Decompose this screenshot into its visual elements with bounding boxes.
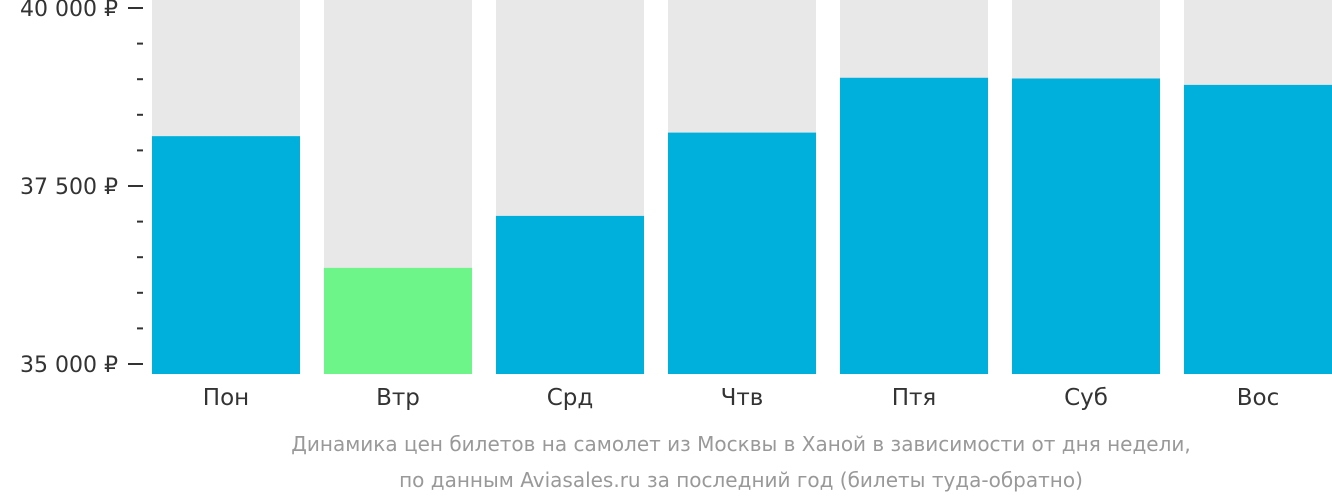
y-axis: 35 000 ₽ 37 500 ₽ 40 000 ₽ <box>20 0 143 378</box>
bar-5[interactable] <box>840 77 988 374</box>
bar-6[interactable] <box>1012 78 1160 374</box>
x-tick-label-4: Чтв <box>721 385 764 411</box>
x-tick-label-3: Срд <box>547 385 594 411</box>
bar-chart: 35 000 ₽ 37 500 ₽ 40 000 ₽ Пон Втр Срд Чтв Птя… <box>20 0 1332 411</box>
bars <box>152 77 1332 375</box>
chart-caption-line-1: Динамика цен билетов на самолет из Москв… <box>291 432 1191 456</box>
x-tick-label-7: Вос <box>1237 385 1280 411</box>
x-axis-labels: Пон Втр Срд Чтв Птя Суб Вос <box>203 385 1279 411</box>
chart-caption-line-2: по данным Aviasales.ru за последний год … <box>399 468 1083 492</box>
bar-1[interactable] <box>152 136 300 374</box>
y-tick-label-2: 37 500 ₽ <box>20 175 118 200</box>
x-tick-label-1: Пон <box>203 385 249 411</box>
bar-2[interactable] <box>324 267 472 374</box>
bar-7[interactable] <box>1184 84 1332 375</box>
y-tick-label-1: 35 000 ₽ <box>20 353 118 378</box>
x-tick-label-6: Суб <box>1064 385 1108 411</box>
y-tick-label-3: 40 000 ₽ <box>20 0 118 22</box>
bar-3[interactable] <box>496 215 644 374</box>
x-tick-label-2: Втр <box>376 385 420 411</box>
bar-4[interactable] <box>668 132 816 374</box>
x-tick-label-5: Птя <box>892 385 937 411</box>
